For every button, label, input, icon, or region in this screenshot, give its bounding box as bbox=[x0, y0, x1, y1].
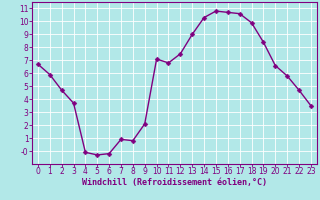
X-axis label: Windchill (Refroidissement éolien,°C): Windchill (Refroidissement éolien,°C) bbox=[82, 178, 267, 187]
